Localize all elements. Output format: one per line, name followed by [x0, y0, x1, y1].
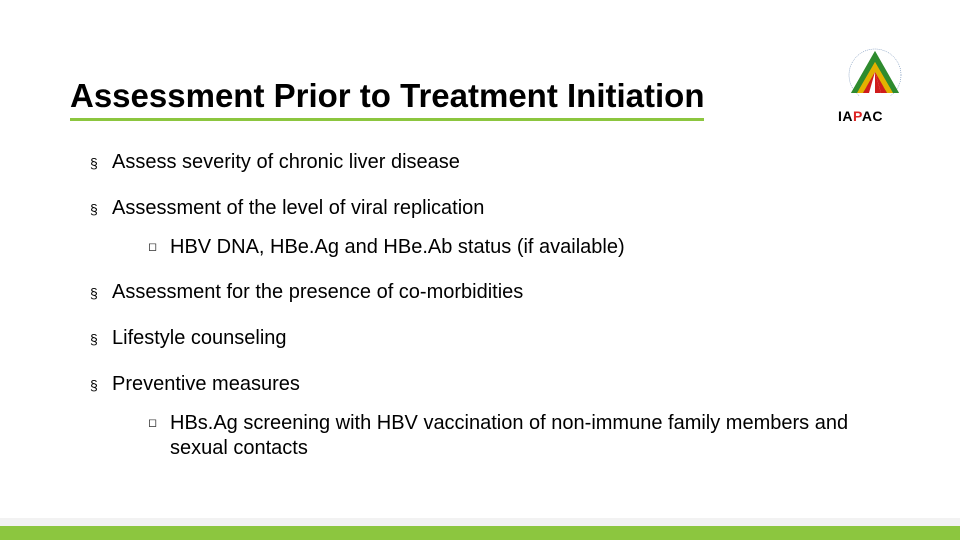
bullet-l1: §Assess severity of chronic liver diseas…: [90, 150, 890, 176]
iapac-suffix: AC: [862, 108, 883, 124]
bullet-l2-text: HBV DNA, HBe.Ag and HBe.Ab status (if av…: [170, 235, 890, 260]
bullet-l1-text: Assess severity of chronic liver disease: [112, 150, 890, 176]
bullet-l1: §Assessment for the presence of co-morbi…: [90, 280, 890, 306]
bullet-l1-text: Lifestyle counseling: [112, 326, 890, 352]
bullet-l1-text: Assessment for the presence of co-morbid…: [112, 280, 890, 306]
footer-light-strip: [0, 518, 960, 526]
bullet-l1-marker: §: [90, 196, 112, 260]
bullet-l2: ◻HBs.Ag screening with HBV vaccination o…: [148, 411, 890, 461]
footer-bar: [0, 518, 960, 540]
bullet-l1: §Preventive measures◻HBs.Ag screening wi…: [90, 372, 890, 461]
bullet-l1-text: Preventive measures◻HBs.Ag screening wit…: [112, 372, 890, 461]
bullet-l1-marker: §: [90, 372, 112, 461]
bullet-l1-text: Assessment of the level of viral replica…: [112, 196, 890, 260]
bullet-l2-marker: ◻: [148, 235, 170, 260]
iapac-prefix: IA: [838, 108, 853, 124]
bullet-l1-marker: §: [90, 280, 112, 306]
slide: IAPAC Assessment Prior to Treatment Init…: [0, 0, 960, 540]
bullet-l1-marker: §: [90, 326, 112, 352]
bullet-l2-marker: ◻: [148, 411, 170, 461]
bullet-l2-group: ◻HBV DNA, HBe.Ag and HBe.Ab status (if a…: [148, 235, 890, 260]
slide-content: §Assess severity of chronic liver diseas…: [90, 150, 890, 481]
footer-green-strip: [0, 526, 960, 540]
slide-title: Assessment Prior to Treatment Initiation: [70, 78, 704, 121]
bullet-l1: §Lifestyle counseling: [90, 326, 890, 352]
triangle-logo-icon: [848, 48, 902, 96]
bullet-l2: ◻HBV DNA, HBe.Ag and HBe.Ab status (if a…: [148, 235, 890, 260]
bullet-l2-text: HBs.Ag screening with HBV vaccination of…: [170, 411, 890, 461]
iapac-red-letter: P: [853, 108, 862, 124]
iapac-wordmark: IAPAC: [838, 108, 883, 124]
bullet-l2-group: ◻HBs.Ag screening with HBV vaccination o…: [148, 411, 890, 461]
logo-block: IAPAC: [808, 20, 938, 132]
bullet-l1: §Assessment of the level of viral replic…: [90, 196, 890, 260]
bullet-l1-marker: §: [90, 150, 112, 176]
